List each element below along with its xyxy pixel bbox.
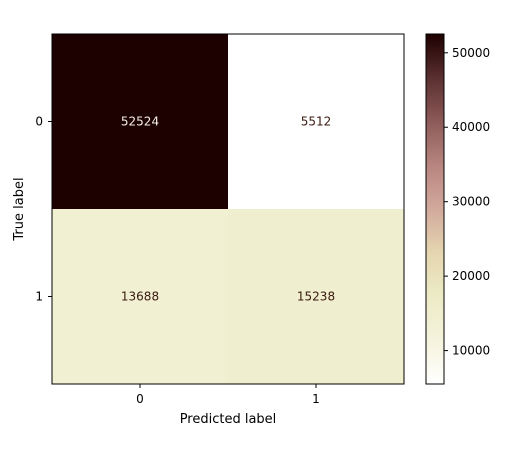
- cell-value-label: 5512: [301, 115, 332, 129]
- plot-frame: [51, 33, 405, 385]
- heatmap-cell: [52, 209, 228, 384]
- heatmap-cell: [52, 34, 228, 209]
- colorbar-tick-label: 40000: [452, 120, 490, 134]
- x-axis-label: Predicted label: [180, 412, 277, 427]
- heatmap-cell: [228, 209, 404, 384]
- x-tick-label: 1: [312, 392, 320, 406]
- y-tick-label: 1: [35, 290, 43, 304]
- cell-value-labels: 52524 5512 13688 15238: [121, 115, 335, 304]
- y-axis: 01: [35, 115, 52, 304]
- colorbar-tick-label: 30000: [452, 195, 490, 209]
- colorbar-tick-label: 20000: [452, 269, 490, 283]
- y-tick-label: 0: [35, 115, 43, 129]
- colorbar-ticks: 10000 20000 30000 40000 50000: [444, 46, 490, 358]
- y-axis-label: True label: [12, 177, 27, 241]
- cell-value-label: 52524: [121, 115, 159, 129]
- colorbar-tick-label: 50000: [452, 46, 490, 60]
- colorbar-tick-label: 10000: [452, 344, 490, 358]
- cell-value-label: 15238: [297, 290, 335, 304]
- colorbar: [425, 33, 445, 385]
- x-tick-label: 0: [136, 392, 144, 406]
- heatmap-cells: [52, 34, 404, 384]
- heatmap-cell: [228, 34, 404, 209]
- cell-value-label: 13688: [121, 290, 159, 304]
